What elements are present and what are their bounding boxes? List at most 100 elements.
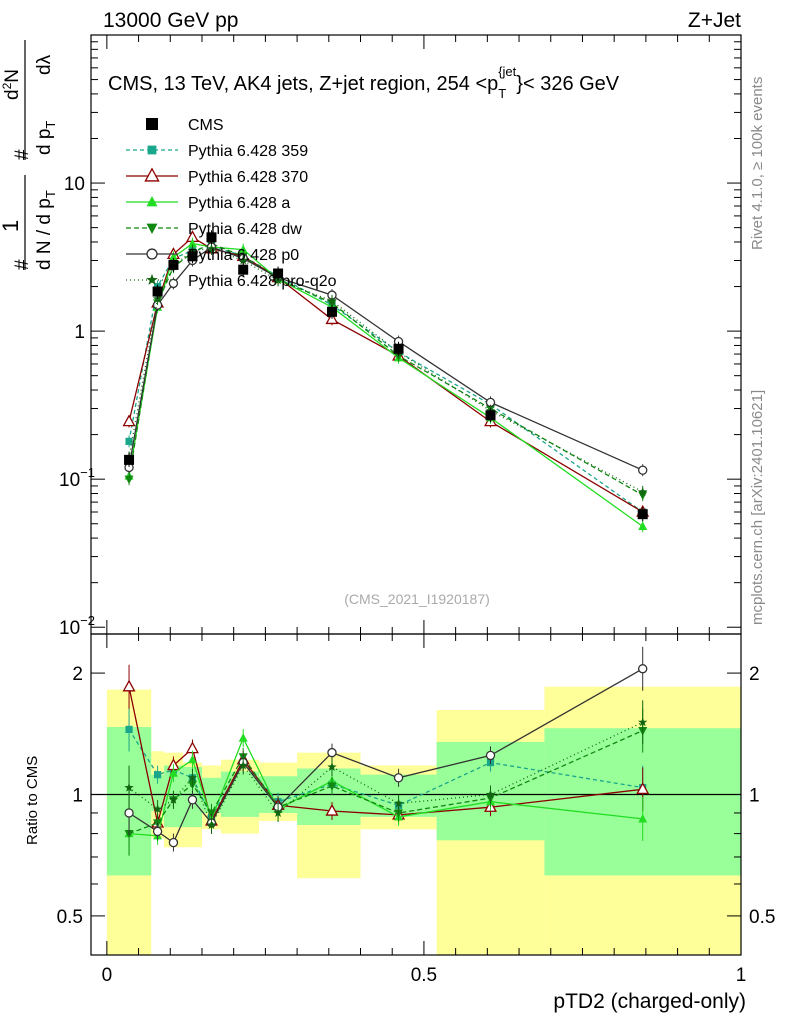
cms-marker-pt-8	[393, 343, 404, 354]
ylabel-hash-1: #	[12, 259, 33, 270]
legend-marker-series-4	[146, 248, 158, 260]
ratio-series-layer	[122, 646, 650, 856]
ratio-marker-series-1-pt-7	[325, 803, 339, 816]
legend-label-series-1: Pythia 6.428 370	[188, 169, 308, 186]
main-ytick-label-1: 10−1	[59, 465, 95, 491]
cms-marker-pt-9	[485, 410, 496, 421]
ylabel-frac-top: 1	[0, 220, 23, 232]
ratio-ytick-label-right-0: 0.5	[749, 907, 775, 928]
main-marker-series-4-pt-10	[638, 465, 648, 475]
cms-marker-pt-6	[273, 268, 284, 279]
ratio-y-axis-label: Ratio to CMS	[24, 756, 41, 845]
legend-marker-series-0	[147, 145, 157, 155]
cms-marker-pt-1	[152, 286, 163, 297]
ratio-marker-series-0-pt-1	[153, 771, 162, 779]
legend-marker-series-1	[144, 167, 160, 182]
ratio-marker-series-5-pt-6	[273, 808, 283, 817]
xtick-label-2: 1	[736, 965, 747, 986]
legend-label-series-3: Pythia 6.428 dw	[188, 221, 302, 238]
band-green-bin-1	[151, 774, 164, 812]
ratio-marker-series-2-pt-3	[187, 754, 197, 764]
legend-label-series-5: Pythia 6.428 pro-q2o	[188, 273, 337, 290]
main-marker-series-2-pt-2	[168, 252, 178, 261]
header-process-label: Z+Jet	[688, 9, 741, 32]
main-marker-series-0-pt-0	[125, 437, 133, 445]
ratio-ytick-label-right-1: 1	[749, 786, 760, 807]
main-marker-series-4-pt-2	[168, 278, 179, 289]
ratio-marker-series-5-pt-2	[168, 794, 179, 804]
ratio-ytick-label-left-2: 2	[72, 664, 83, 685]
ratio-marker-series-2-pt-5	[238, 733, 248, 742]
chart-title: CMS, 13 TeV, AK4 jets, Z+jet region, 254…	[108, 64, 620, 101]
ratio-line-series-5	[128, 721, 643, 827]
uncertainty-bands	[106, 686, 741, 955]
ratio-marker-series-5-pt-3	[187, 772, 198, 782]
legend-marker-series-3	[146, 223, 158, 235]
ratio-ytick-label-left-0: 0.5	[57, 907, 83, 928]
ratio-marker-series-1-pt-10	[636, 782, 650, 795]
ratio-marker-series-4-pt-10	[638, 664, 648, 674]
main-ytick-label-3: 10	[64, 174, 85, 195]
ratio-marker-series-4-pt-9	[485, 750, 496, 761]
cms-marker-pt-10	[637, 509, 648, 520]
ratio-marker-series-0-pt-0	[125, 725, 133, 734]
ratio-line-series-3	[128, 730, 643, 835]
legend-label-series-4: Pythia 6.428 p0	[188, 247, 299, 264]
cms-marker-pt-4	[206, 232, 217, 243]
axes-layer: 10−2 10−1 1 10 0.5 0.5 1 1 2 2 0 0.5 1	[57, 34, 775, 986]
ratio-marker-series-4-pt-1	[152, 826, 163, 837]
main-marker-series-2-pt-3	[187, 238, 197, 248]
mcplots-label: mcplots.cern.ch [arXiv:2401.10621]	[749, 390, 766, 625]
ylabel-d2n: d2N	[0, 69, 23, 100]
ratio-marker-series-5-pt-10	[638, 717, 648, 727]
rivet-version-label: Rivet 4.1.0, ≥ 100k events	[749, 77, 766, 250]
ratio-marker-series-2-pt-2	[168, 768, 178, 777]
ratio-marker-series-1-pt-0	[122, 679, 136, 692]
main-marker-series-5-pt-4	[206, 243, 217, 253]
ratio-marker-series-4-pt-2	[168, 837, 179, 848]
main-marker-series-5-pt-7	[327, 295, 337, 305]
x-axis-label: pTD2 (charged-only)	[553, 990, 746, 1013]
main-ytick-label-2: 1	[74, 322, 85, 343]
main-marker-series-5-pt-5	[238, 255, 248, 265]
ratio-marker-series-5-pt-4	[206, 820, 217, 829]
legend-marker-cms	[146, 118, 158, 130]
analysis-tag: (CMS_2021_I1920187)	[344, 591, 490, 607]
ylabel-hash-2: #	[12, 149, 33, 160]
legend-label-series-0: Pythia 6.428 359	[188, 143, 308, 160]
main-y-axis-label: # 1 d N / d pT # d2N d pT dλ	[0, 40, 58, 270]
header-energy-label: 13000 GeV pp	[103, 9, 238, 32]
cms-marker-pt-3	[187, 251, 198, 262]
ratio-ytick-label-right-2: 2	[749, 664, 760, 685]
xtick-label-1: 0.5	[411, 965, 437, 986]
main-marker-series-2-pt-10	[638, 521, 648, 530]
legend-marker-series-5	[146, 273, 158, 285]
ratio-marker-series-4-pt-0	[124, 808, 134, 818]
ratio-marker-series-5-pt-7	[327, 762, 337, 771]
ratio-marker-series-5-pt-9	[485, 789, 496, 799]
main-marker-series-5-pt-10	[638, 487, 648, 496]
ratio-marker-series-5-pt-0	[124, 782, 134, 792]
ratio-marker-series-4-pt-7	[327, 747, 337, 758]
ylabel-frac-bot: d N / d pT	[34, 190, 58, 270]
cms-marker-pt-5	[238, 264, 249, 275]
legend-label-cms: CMS	[188, 117, 224, 134]
cms-marker-pt-0	[124, 454, 135, 465]
ratio-ytick-label-left-1: 1	[72, 786, 83, 807]
main-marker-series-2-pt-5	[238, 244, 248, 254]
cms-marker-pt-7	[326, 306, 337, 317]
ratio-marker-series-3-pt-8	[394, 809, 404, 818]
main-ytick-label-0: 10−2	[59, 613, 95, 639]
legend: CMS Pythia 6.428 359 Pythia 6.428 370 Pythi…	[126, 117, 337, 290]
xtick-label-0: 0	[102, 965, 113, 986]
legend-label-series-2: Pythia 6.428 a	[188, 195, 290, 212]
cms-marker-pt-2	[168, 259, 179, 270]
ratio-marker-series-4-pt-8	[393, 773, 404, 783]
ratio-marker-series-5-pt-5	[238, 760, 248, 770]
ratio-marker-series-3-pt-4	[206, 809, 216, 818]
main-series-layer	[122, 230, 650, 533]
ratio-marker-series-3-pt-7	[327, 782, 337, 791]
legend-marker-series-2	[146, 195, 158, 207]
ylabel-dlambda: dλ	[34, 54, 55, 75]
